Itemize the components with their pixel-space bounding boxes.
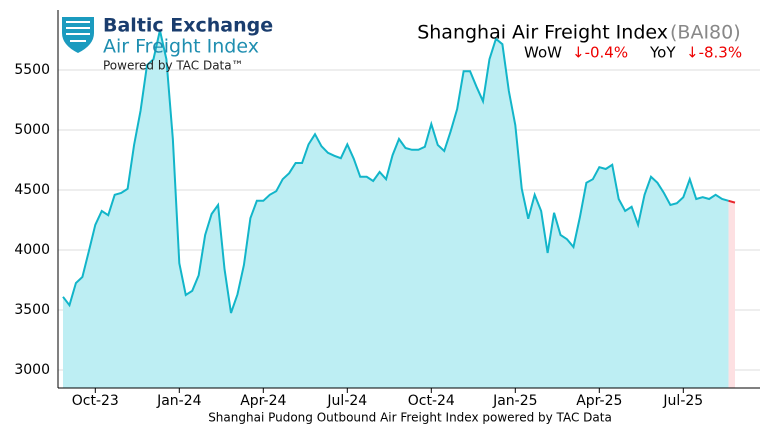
y-tick-label: 3000 (14, 362, 50, 378)
area (63, 30, 729, 389)
chart-title: Shanghai Air Freight Index (417, 22, 668, 44)
y-tick-label: 4000 (14, 242, 50, 258)
logo-stripes (66, 21, 90, 42)
x-tick-label: Jul-24 (326, 393, 367, 409)
stat-change: ↓-8.3% (686, 44, 742, 62)
caption: Shanghai Pudong Outbound Air Freight Ind… (208, 411, 612, 425)
x-tick-label: Oct-24 (408, 393, 455, 409)
line (728, 199, 736, 204)
y-tick-label: 5000 (14, 122, 50, 138)
stat-label: YoY (649, 44, 676, 62)
product: Air Freight Index (103, 36, 259, 58)
x-tick-label: Apr-25 (576, 393, 622, 409)
x-tick-label: Jan-24 (156, 393, 202, 409)
line (62, 30, 729, 314)
x-tick-label: Oct-23 (72, 393, 119, 409)
x-tick-label: Jan-25 (492, 393, 537, 409)
x-tick-label: Jul-25 (662, 393, 703, 409)
stat-label: WoW (524, 44, 562, 62)
index-code: (BAI80) (670, 22, 741, 44)
powered-by: Powered by TAC Data™ (103, 59, 244, 73)
area (728, 200, 735, 388)
y-tick-label: 4500 (14, 182, 50, 198)
brand: Baltic Exchange (103, 15, 273, 37)
y-tick-label: 3500 (14, 302, 50, 318)
y-tick-label: 5500 (14, 62, 50, 78)
plot: 3000 3500 4000 4500 5000 5500 Oct-23 Jan-24 Apr-… (14, 10, 760, 409)
x-tick-label: Apr-24 (240, 393, 286, 409)
logo (62, 17, 94, 53)
stat-change: ↓-0.4% (572, 44, 628, 62)
